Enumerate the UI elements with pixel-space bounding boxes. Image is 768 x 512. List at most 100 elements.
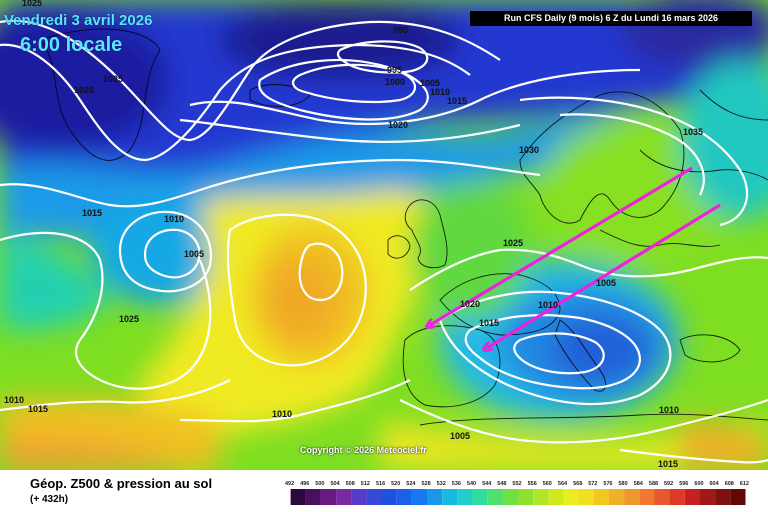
- scale-tick-label: 512: [361, 481, 370, 487]
- scale-swatch: [472, 489, 488, 505]
- isobar-label: 1010: [659, 405, 679, 415]
- isobar-label: 990: [393, 25, 408, 35]
- scale-swatch: [396, 489, 412, 505]
- scale-tick-label: 560: [543, 481, 552, 487]
- isobar-label: 1035: [683, 127, 703, 137]
- scale-tick-label: 532: [437, 481, 446, 487]
- coastlines: [39, 28, 768, 426]
- scale-ticks: 492 496 500 504 508 512 516 520 524 528 532 536 540 5…: [285, 481, 749, 487]
- isobar-label: 1015: [479, 318, 499, 328]
- scale-swatch: [624, 489, 640, 505]
- scale-swatch: [699, 489, 716, 505]
- scale-tick-label: 536: [452, 481, 461, 487]
- scale-swatch: [320, 489, 337, 505]
- color-scale: 492 496 500 504 508 512 516 520 524 528 532 536 540 5…: [285, 481, 749, 505]
- scale-swatch: [351, 489, 367, 505]
- scale-swatch: [502, 489, 518, 505]
- scale-tick-label: 612: [740, 481, 749, 487]
- scale-tick-label: 552: [512, 481, 521, 487]
- scale-tick-label: 556: [528, 481, 537, 487]
- scale-tick-label: 508: [346, 481, 355, 487]
- isobar-label: 1020: [74, 85, 94, 95]
- arrow-south: [487, 203, 721, 348]
- scale-swatch: [442, 489, 458, 505]
- isobar-label: 1015: [28, 404, 48, 414]
- scale-tick-label: 548: [497, 481, 506, 487]
- legend-title: Géop. Z500 & pression au sol: [30, 476, 213, 491]
- scale-tick-label: 528: [422, 481, 431, 487]
- scale-swatch: [487, 489, 503, 505]
- scale-tick-label: 564: [558, 481, 568, 487]
- scale-swatch: [305, 489, 321, 505]
- isobar-label: 1010: [4, 395, 24, 405]
- scale-swatch: [654, 489, 670, 505]
- forecast-date: Vendredi 3 avril 2026: [4, 12, 153, 29]
- isobar-label: 1025: [503, 238, 523, 248]
- scale-swatch: [290, 489, 306, 505]
- isobar-label: 1020: [388, 120, 408, 130]
- scale-tick-label: 584: [634, 481, 644, 487]
- scale-tick-label: 588: [649, 481, 658, 487]
- isobar-label: 1025: [22, 0, 42, 8]
- scale-tick-label: 576: [603, 481, 612, 487]
- scale-swatch: [411, 489, 428, 505]
- isobar-label: 1010: [272, 409, 292, 419]
- scale-swatch: [578, 489, 594, 505]
- isobars: [0, 19, 768, 464]
- forecast-time: 6:00 locale: [20, 34, 123, 56]
- isobar-labels: 1025 990 995 1000 1005 1010 1015 1025 10…: [4, 0, 703, 469]
- scale-swatch: [381, 489, 397, 505]
- scale-swatch: [593, 489, 609, 505]
- isobar-label: 1005: [184, 249, 204, 259]
- flow-arrows: [430, 166, 721, 348]
- scale-tick-label: 580: [619, 481, 628, 487]
- run-info-banner: Run CFS Daily (9 mois) 6 Z du Lundi 16 m…: [470, 11, 752, 26]
- scale-tick-label: 540: [467, 481, 476, 487]
- scale-tick-label: 516: [376, 481, 385, 487]
- scale-tick-label: 568: [573, 481, 582, 487]
- scale-swatch: [548, 489, 564, 505]
- scale-tick-label: 520: [391, 481, 400, 487]
- isobar-label: 1020: [460, 299, 480, 309]
- isobar-label: 1010: [164, 214, 184, 224]
- scale-tick-label: 608: [725, 481, 734, 487]
- isobar-label: 1015: [658, 459, 678, 469]
- scale-tick-label: 496: [300, 481, 309, 487]
- scale-swatch: [518, 489, 534, 505]
- scale-tick-label: 572: [588, 481, 597, 487]
- copyright-notice: Copyright © 2026 Meteociel.fr: [300, 445, 427, 455]
- scale-swatch: [336, 489, 352, 505]
- scale-swatch: [684, 489, 700, 505]
- scale-tick-label: 600: [694, 481, 703, 487]
- scale-tick-label: 592: [664, 481, 673, 487]
- isobar-label: 1030: [519, 145, 539, 155]
- isobar-label: 1025: [103, 74, 123, 84]
- scale-tick-label: 596: [679, 481, 688, 487]
- isobar-label: 1015: [447, 96, 467, 106]
- isobar-label: 1010: [538, 300, 558, 310]
- arrow-north: [430, 166, 693, 325]
- isobar-label: 1025: [119, 314, 139, 324]
- scale-swatch: [609, 489, 625, 505]
- isobar-label: 1005: [450, 431, 470, 441]
- scale-swatch: [533, 489, 549, 505]
- isobar-label: 1005: [596, 278, 616, 288]
- scale-tick-label: 544: [482, 481, 492, 487]
- legend-subtitle: (+ 432h): [30, 494, 69, 505]
- geopotential-field: [0, 0, 768, 470]
- scale-swatch: [457, 489, 473, 505]
- scale-swatch: [563, 489, 579, 505]
- isobar-label: 1010: [430, 87, 450, 97]
- scale-swatch: [639, 489, 655, 505]
- isobar-label: 1015: [82, 208, 102, 218]
- scale-tick-label: 500: [315, 481, 324, 487]
- scale-swatch: [669, 489, 685, 505]
- scale-tick-label: 524: [406, 481, 416, 487]
- scale-tick-label: 492: [285, 481, 294, 487]
- isobar-label: 995: [387, 65, 402, 75]
- isobar-label: 1005: [420, 78, 440, 88]
- scale-swatch: [366, 489, 382, 505]
- scale-swatch: [715, 489, 731, 505]
- scale-tick-label: 504: [331, 481, 341, 487]
- scale-swatch: [730, 489, 746, 505]
